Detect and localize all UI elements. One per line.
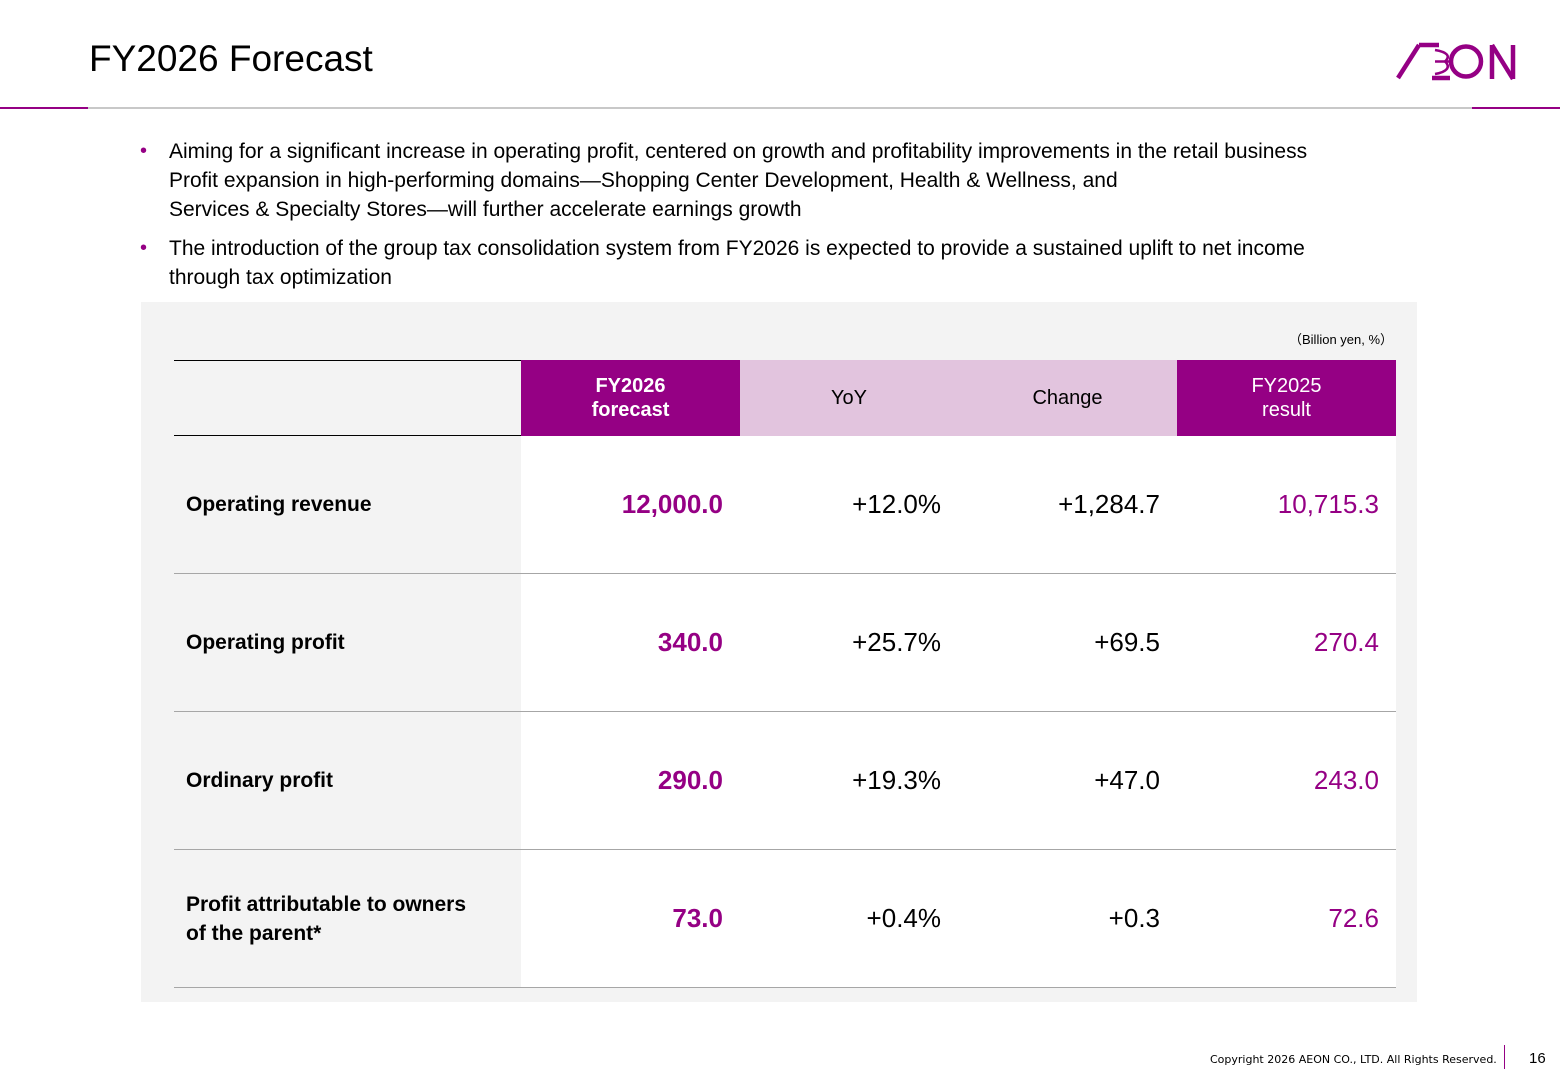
bullet-list: • Aiming for a significant increase in o…	[140, 137, 1500, 302]
aeon-logo	[1396, 42, 1516, 81]
row-label-text: of the parent*	[186, 921, 322, 945]
cell-result: 243.0	[1177, 712, 1396, 849]
cell-change: +1,284.7	[958, 436, 1177, 573]
cell-yoy: +25.7%	[740, 574, 958, 711]
cell-result: 72.6	[1177, 850, 1396, 987]
header-change: Change	[958, 360, 1177, 436]
page-title: FY2026 Forecast	[89, 38, 373, 79]
bullet-item: • The introduction of the group tax cons…	[140, 234, 1500, 292]
cell-result: 270.4	[1177, 574, 1396, 711]
row-label-text: Ordinary profit	[186, 769, 334, 792]
unit-note: （Billion yen, %）	[1289, 332, 1394, 347]
header-text: forecast	[591, 399, 670, 421]
table-row: Operating revenue 12,000.0 +12.0% +1,284…	[174, 436, 1396, 574]
row-label: Operating revenue	[174, 436, 521, 573]
header-fy2026-forecast: FY2026 forecast	[521, 360, 740, 436]
header-fy2025-result: FY2025 result	[1177, 360, 1396, 436]
footer-separator	[1504, 1045, 1505, 1069]
cell-change: +0.3	[958, 850, 1177, 987]
bullet-icon: •	[140, 140, 148, 162]
cell-yoy: +19.3%	[740, 712, 958, 849]
header-divider	[88, 107, 1472, 109]
bullet-icon: •	[140, 237, 148, 259]
table-header-row: FY2026 forecast YoY Change FY2025 result	[174, 360, 1396, 436]
header-text: result	[1262, 399, 1311, 421]
cell-forecast: 12,000.0	[521, 436, 740, 573]
header-text: FY2026	[595, 375, 666, 397]
cell-result: 10,715.3	[1177, 436, 1396, 573]
bullet-line: Profit expansion in high-performing doma…	[169, 169, 1118, 192]
bullet-line: through tax optimization	[169, 266, 392, 289]
bullet-line: Services & Specialty Stores—will further…	[169, 198, 802, 221]
footer-copyright: Copyright 2026 AEON CO., LTD. All Rights…	[1210, 1053, 1497, 1066]
bullet-line: Aiming for a significant increase in ope…	[169, 140, 1308, 163]
header-blank-cell	[174, 360, 521, 436]
forecast-table: FY2026 forecast YoY Change FY2025 result…	[174, 360, 1396, 988]
header-yoy: YoY	[740, 360, 958, 436]
cell-change: +69.5	[958, 574, 1177, 711]
cell-change: +47.0	[958, 712, 1177, 849]
cell-forecast: 290.0	[521, 712, 740, 849]
row-label-text: Operating profit	[186, 631, 345, 654]
row-label: Ordinary profit	[174, 712, 521, 849]
cell-yoy: +0.4%	[740, 850, 958, 987]
row-label: Profit attributable to owners of the par…	[174, 850, 521, 987]
cell-yoy: +12.0%	[740, 436, 958, 573]
bullet-item: • Aiming for a significant increase in o…	[140, 137, 1500, 224]
header-text: FY2025	[1251, 375, 1322, 397]
table-row: Profit attributable to owners of the par…	[174, 850, 1396, 988]
page-number: 16	[1529, 1050, 1546, 1067]
cell-forecast: 73.0	[521, 850, 740, 987]
cell-forecast: 340.0	[521, 574, 740, 711]
table-row: Operating profit 340.0 +25.7% +69.5 270.…	[174, 574, 1396, 712]
row-label: Operating profit	[174, 574, 521, 711]
table-row: Ordinary profit 290.0 +19.3% +47.0 243.0	[174, 712, 1396, 850]
header-accent-left	[0, 107, 88, 109]
row-label-text: Profit attributable to owners	[186, 892, 467, 916]
bullet-line: The introduction of the group tax consol…	[169, 237, 1305, 260]
header-accent-right	[1472, 107, 1560, 109]
row-label-text: Operating revenue	[186, 493, 372, 516]
